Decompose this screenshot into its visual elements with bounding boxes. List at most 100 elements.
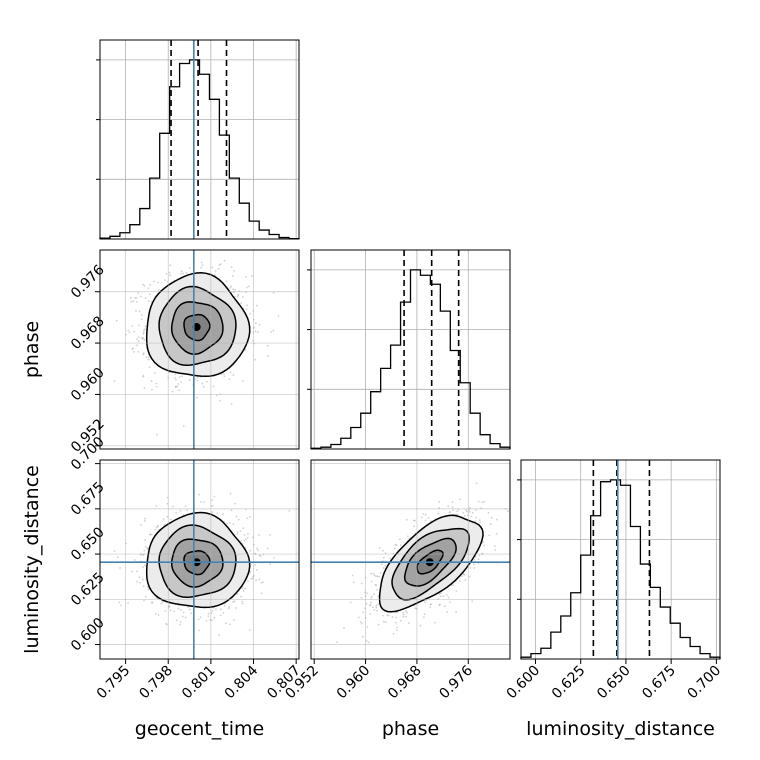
scatter-point [245, 308, 248, 310]
scatter-point [160, 602, 163, 605]
scatter-point [138, 310, 141, 313]
contour-line [170, 301, 224, 355]
scatter-point [135, 310, 137, 312]
scatter-point [351, 574, 354, 577]
scatter-point [406, 518, 408, 521]
scatter-point [260, 592, 263, 595]
scatter-point [157, 289, 160, 291]
scatter-point [147, 287, 150, 290]
scatter-point [361, 635, 364, 638]
scatter-point [217, 267, 220, 270]
scatter-point [139, 581, 142, 584]
scatter-point [478, 519, 481, 521]
scatter-point [179, 621, 182, 623]
scatter-point [229, 371, 232, 374]
scatter-point [228, 623, 231, 626]
scatter-point [366, 592, 369, 595]
scatter-point [258, 534, 260, 536]
scatter-point [188, 379, 191, 381]
scatter-point [115, 319, 118, 322]
scatter-point [170, 518, 172, 521]
scatter-point [425, 599, 428, 602]
scatter-point [154, 613, 157, 615]
scatter-point [251, 577, 254, 580]
scatter-point [369, 603, 372, 606]
scatter-point [396, 626, 399, 629]
scatter-point [269, 563, 272, 566]
scatter-point [477, 558, 480, 560]
scatter-point [215, 608, 217, 611]
scatter-point [207, 615, 210, 618]
scatter-point [376, 575, 379, 578]
scatter-point [155, 526, 158, 529]
scatter-point [144, 546, 147, 548]
scatter-point [144, 564, 146, 567]
scatter-point [249, 570, 252, 573]
scatter-point [372, 572, 375, 575]
scatter-point [242, 590, 245, 592]
scatter-point [194, 378, 197, 381]
scatter-point [197, 618, 200, 621]
scatter-point [489, 523, 492, 526]
scatter-point [444, 605, 446, 608]
x-tick-label: 0.625 [549, 663, 589, 703]
scatter-point [150, 380, 153, 383]
scatter-point [474, 520, 477, 523]
scatter-point [143, 549, 146, 552]
scatter-point [245, 538, 247, 541]
scatter-point [277, 315, 280, 317]
scatter-point [201, 382, 204, 385]
scatter-point [459, 580, 461, 582]
x-tick-label: 0.650 [594, 663, 634, 703]
scatter-point [180, 272, 183, 275]
x-tick-label: 0.801 [179, 663, 219, 703]
scatter-point [272, 291, 275, 294]
scatter-point [373, 574, 376, 577]
scatter-point [223, 375, 226, 378]
scatter-point [376, 609, 379, 612]
scatter-point [149, 533, 152, 536]
scatter-point [113, 380, 116, 383]
scatter-point [165, 623, 168, 626]
scatter-point [182, 272, 185, 275]
scatter-point [369, 613, 372, 615]
scatter-point [233, 600, 236, 603]
scatter-point [235, 515, 238, 518]
scatter-point [254, 564, 256, 566]
scatter-point [378, 547, 381, 549]
x-axis-label: luminosity_distance [526, 718, 715, 740]
scatter-point [137, 350, 140, 353]
scatter-point [376, 589, 378, 591]
scatter-point [142, 585, 145, 587]
scatter-point [142, 353, 145, 356]
scatter-point [250, 577, 253, 580]
scatter-point [195, 396, 198, 399]
scatter-point [178, 623, 181, 626]
scatter-point [200, 266, 202, 269]
scatter-point [402, 611, 405, 614]
scatter-point [169, 274, 172, 277]
scatter-point [429, 603, 432, 606]
scatter-point [249, 312, 252, 315]
scatter-point [213, 616, 216, 619]
scatter-point [144, 517, 147, 520]
x-tick-label: 0.795 [94, 663, 134, 703]
scatter-point [205, 620, 208, 622]
scatter-point [398, 538, 401, 541]
scatter-point [165, 273, 168, 275]
scatter-point [254, 322, 257, 324]
scatter-point [483, 544, 486, 547]
scatter-point [149, 293, 151, 296]
scatter-point [369, 604, 371, 607]
scatter-point [456, 513, 459, 516]
histogram-step [99, 59, 300, 240]
scatter-point [211, 505, 214, 507]
scatter-point [419, 624, 422, 627]
scatter-point [229, 287, 232, 289]
scatter-point [145, 595, 147, 598]
scatter-point [394, 543, 397, 546]
scatter-point [258, 554, 261, 557]
scatter-point [395, 611, 397, 614]
scatter-point [203, 501, 206, 503]
